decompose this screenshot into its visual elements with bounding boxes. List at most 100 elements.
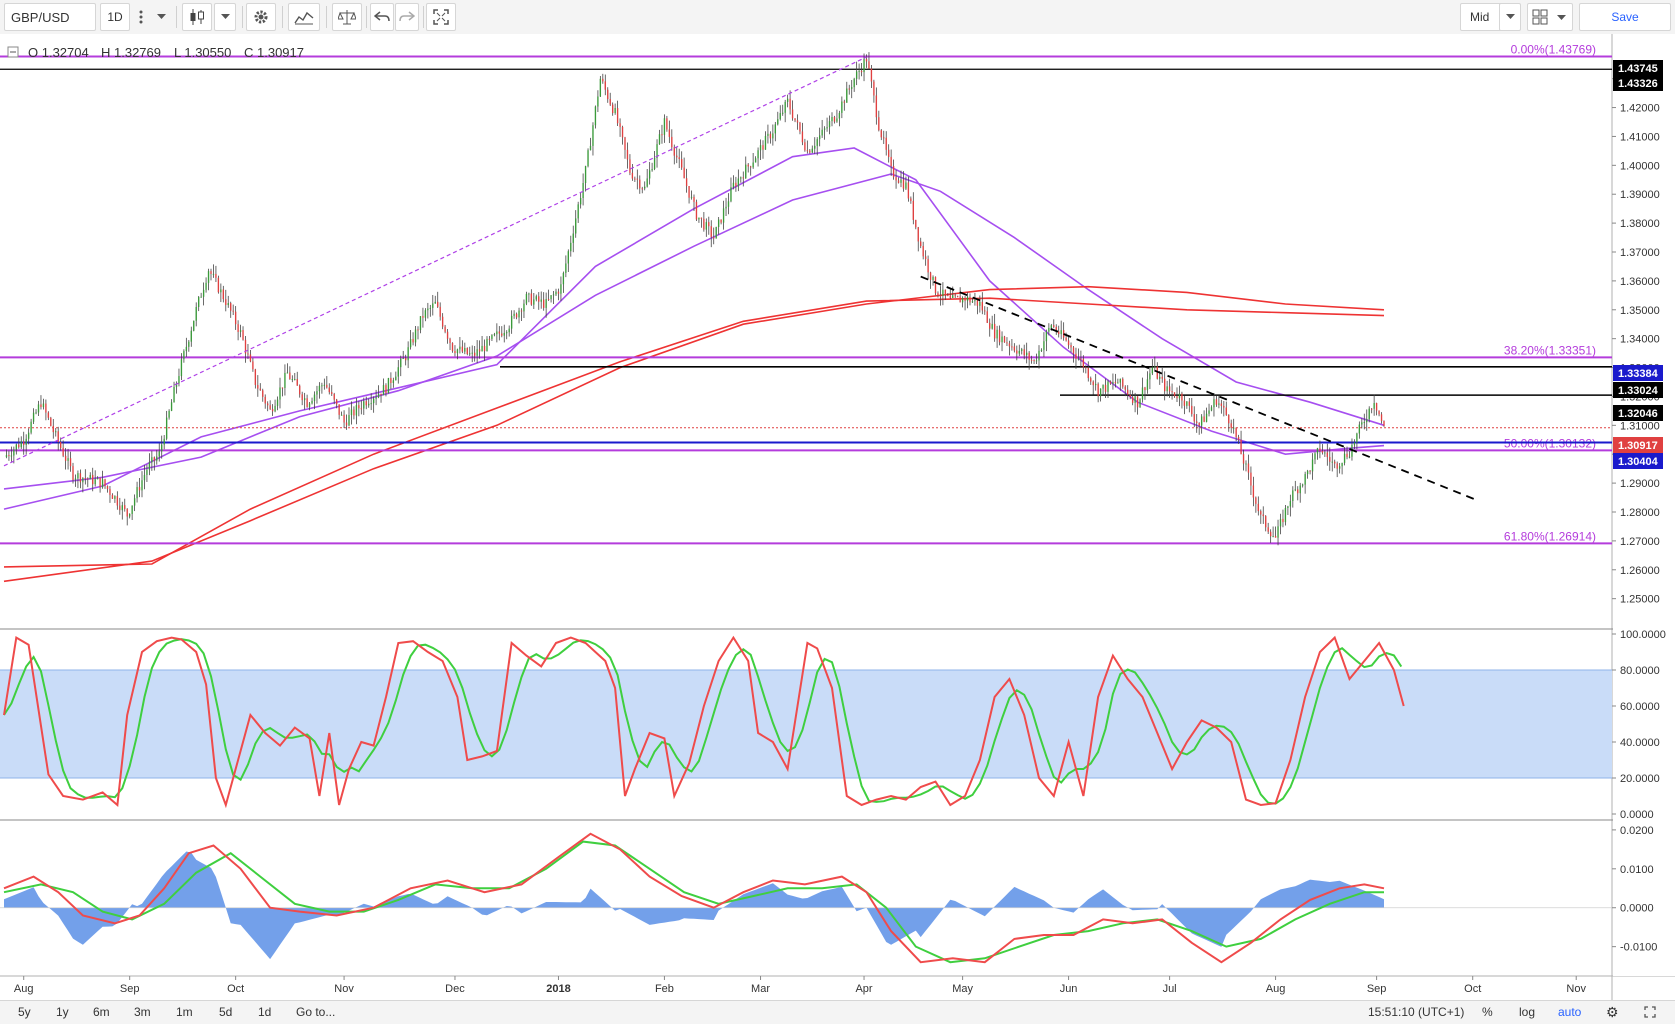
chart-type-dropdown-icon[interactable] bbox=[214, 3, 236, 31]
candle-body bbox=[1154, 366, 1156, 368]
candle-body bbox=[1220, 403, 1223, 406]
interval-button[interactable]: 1D bbox=[100, 3, 130, 31]
log-toggle[interactable]: log bbox=[1519, 1005, 1536, 1019]
candle-body bbox=[646, 178, 648, 187]
candle-body bbox=[439, 306, 441, 317]
compare-scale-icon[interactable] bbox=[332, 3, 362, 31]
candle-body bbox=[1146, 379, 1149, 391]
candle-body bbox=[663, 118, 666, 135]
redo-icon[interactable] bbox=[395, 3, 419, 31]
range-6m[interactable]: 6m bbox=[93, 1005, 110, 1019]
candle-body bbox=[1082, 359, 1085, 368]
chevron-down-icon[interactable] bbox=[152, 3, 170, 31]
price-tick-label: 1.27000 bbox=[1620, 536, 1660, 548]
candle-body bbox=[1173, 392, 1176, 397]
candle-body bbox=[929, 272, 932, 280]
stochastic-pane bbox=[0, 635, 1612, 809]
price-tick-label: 1.31000 bbox=[1620, 420, 1660, 432]
candle-body bbox=[151, 457, 153, 463]
candle-body bbox=[343, 414, 345, 423]
candle-body bbox=[471, 352, 473, 354]
candle-body bbox=[1193, 414, 1195, 422]
range-1d[interactable]: 1d bbox=[258, 1005, 272, 1019]
candle-body bbox=[961, 297, 964, 303]
chart-area[interactable]: 0.00%(1.43769)38.20%(1.33351)50.00%(1.30… bbox=[0, 34, 1675, 1000]
candle-body bbox=[681, 159, 683, 168]
candle-body bbox=[816, 139, 818, 146]
candle-body bbox=[331, 392, 333, 394]
price-label: 1.33024 bbox=[1618, 385, 1659, 397]
time-tick-label: Oct bbox=[1464, 983, 1481, 995]
candle-body bbox=[1035, 360, 1038, 362]
range-3m[interactable]: 3m bbox=[134, 1005, 151, 1019]
candle-body bbox=[133, 498, 136, 506]
goto-date-button[interactable]: Go to... bbox=[296, 1005, 336, 1019]
candle-body bbox=[1087, 367, 1089, 379]
candle-body bbox=[538, 296, 540, 302]
candle-body bbox=[1151, 367, 1154, 374]
candle-body bbox=[745, 164, 747, 179]
candle-body bbox=[111, 494, 114, 499]
range-5d[interactable]: 5d bbox=[219, 1005, 233, 1019]
chart-svg[interactable]: 0.00%(1.43769)38.20%(1.33351)50.00%(1.30… bbox=[0, 34, 1675, 1000]
candle-body bbox=[735, 182, 737, 187]
clock-timezone[interactable]: 15:51:10 (UTC+1) bbox=[1368, 1005, 1465, 1019]
range-1m[interactable]: 1m bbox=[176, 1005, 193, 1019]
undo-icon[interactable] bbox=[370, 3, 394, 31]
candle-body bbox=[769, 133, 772, 139]
candle-body bbox=[648, 170, 651, 179]
candle-body bbox=[294, 378, 296, 380]
range-5y[interactable]: 5y bbox=[18, 1005, 31, 1019]
candle-body bbox=[503, 332, 505, 336]
candle-body bbox=[114, 496, 116, 499]
fullscreen-icon[interactable] bbox=[426, 3, 456, 31]
candle-body bbox=[336, 399, 338, 405]
candle-body bbox=[55, 431, 57, 433]
more-vertical-icon[interactable] bbox=[134, 3, 148, 31]
price-source-dropdown-icon[interactable] bbox=[1499, 3, 1521, 31]
candle-body bbox=[308, 403, 311, 407]
candle-body bbox=[981, 301, 983, 311]
candle-body bbox=[700, 217, 703, 219]
candle-body bbox=[604, 81, 606, 90]
price-tick-label: 1.35000 bbox=[1620, 305, 1660, 317]
candle-body bbox=[555, 291, 557, 295]
range-1y[interactable]: 1y bbox=[56, 1005, 69, 1019]
candle-body bbox=[1210, 407, 1213, 411]
candle-body bbox=[1127, 389, 1129, 395]
settings-gear-icon-bottom[interactable]: ⚙ bbox=[1606, 1004, 1619, 1020]
candle-body bbox=[77, 473, 79, 479]
candle-body bbox=[1186, 401, 1188, 406]
fib-level-label-3: 61.80%(1.26914) bbox=[1504, 529, 1596, 543]
candle-body bbox=[853, 78, 855, 88]
fullscreen-toggle-icon[interactable] bbox=[1640, 1004, 1660, 1021]
candle-body bbox=[333, 393, 335, 400]
percent-toggle[interactable]: % bbox=[1482, 1005, 1493, 1019]
price-tick-label: 1.39000 bbox=[1620, 189, 1660, 201]
candles-icon[interactable] bbox=[182, 3, 212, 31]
candle-body bbox=[991, 323, 993, 329]
indicators-icon[interactable] bbox=[288, 3, 320, 31]
candle-body bbox=[1112, 381, 1114, 384]
candle-body bbox=[1329, 457, 1331, 462]
symbol-label: GBP/USD bbox=[11, 9, 70, 25]
price-source-select[interactable]: Mid bbox=[1460, 3, 1506, 31]
settings-gear-icon[interactable] bbox=[246, 3, 276, 31]
candle-body bbox=[316, 391, 318, 395]
macd-line bbox=[3, 832, 1385, 964]
candle-body bbox=[1018, 350, 1020, 354]
candle-body bbox=[986, 311, 988, 323]
save-button[interactable]: Save bbox=[1579, 3, 1671, 31]
candle-body bbox=[644, 186, 646, 189]
candle-body bbox=[259, 388, 261, 391]
auto-toggle[interactable]: auto bbox=[1558, 1005, 1582, 1019]
candle-body bbox=[198, 297, 200, 307]
candle-body bbox=[42, 403, 45, 408]
ohlc-low: L 1.30550 bbox=[174, 45, 231, 60]
candle-body bbox=[915, 219, 917, 228]
candle-body bbox=[614, 108, 616, 114]
candle-body bbox=[225, 299, 227, 306]
candle-body bbox=[84, 478, 86, 480]
symbol-search[interactable]: GBP/USD bbox=[4, 3, 96, 31]
layout-grid-icon[interactable] bbox=[1527, 3, 1573, 31]
